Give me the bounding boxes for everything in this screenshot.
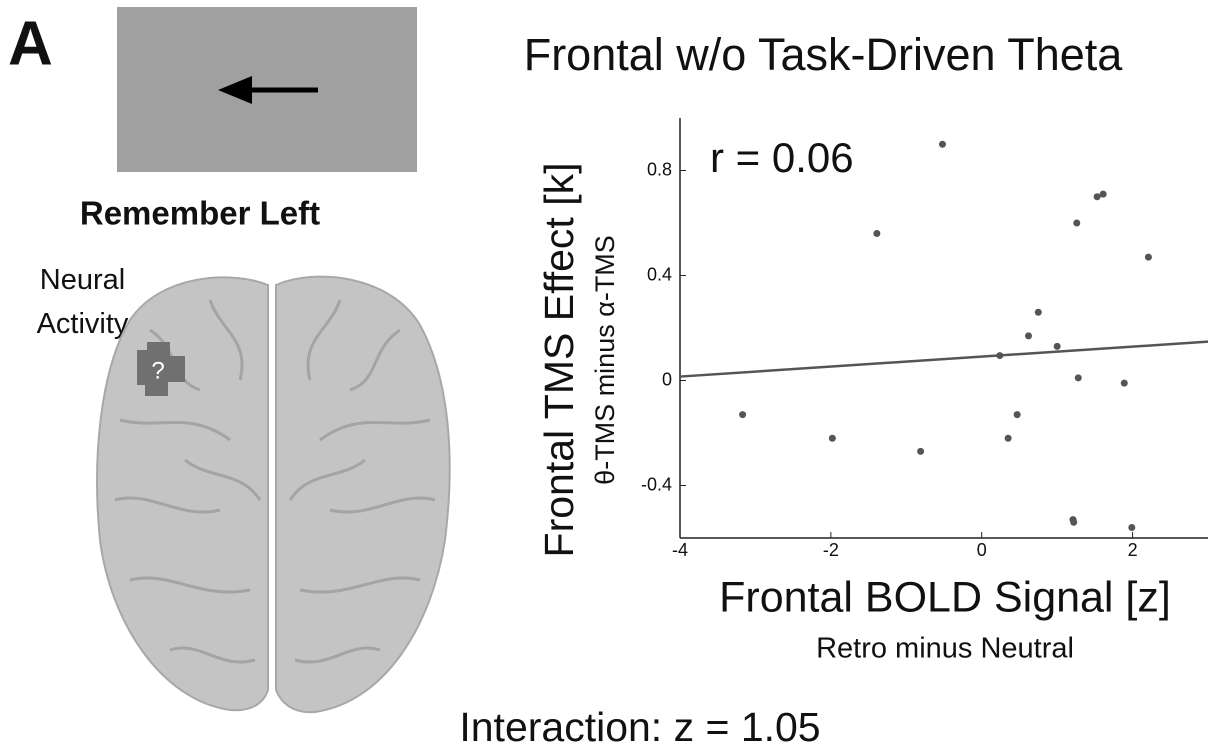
point (1075, 374, 1082, 381)
point (917, 448, 924, 455)
point (739, 411, 746, 418)
x-tick-label: -4 (672, 540, 688, 560)
point (829, 435, 836, 442)
panel-label: A (8, 9, 53, 78)
point (873, 230, 880, 237)
y-axis-sublabel: θ-TMS minus α-TMS (590, 235, 620, 485)
y-tick-label: 0.4 (647, 264, 672, 284)
point (1094, 193, 1101, 200)
y-axis-label: Frontal TMS Effect [k] (536, 163, 582, 558)
point (1005, 435, 1012, 442)
x-tick-label: 0 (977, 540, 987, 560)
brain (97, 277, 450, 713)
x-axis-sublabel: Retro minus Neutral (816, 633, 1074, 665)
roi-mark: ? (151, 357, 164, 384)
point (1014, 411, 1021, 418)
point (939, 141, 946, 148)
point (1128, 524, 1135, 531)
y-tick-label: -0.4 (641, 474, 672, 494)
annotation: r = 0.06 (710, 134, 854, 181)
point (996, 352, 1003, 359)
footer: Interaction: z = 1.05 (459, 704, 820, 750)
point (1145, 254, 1152, 261)
fit-line (680, 342, 1208, 377)
point (1070, 519, 1077, 526)
point (1054, 343, 1061, 350)
x-tick-label: -2 (823, 540, 839, 560)
chart-title: Frontal w/o Task-Driven Theta (524, 29, 1124, 80)
point (1025, 332, 1032, 339)
figure: A Remember Left Neural Activity ? Fronta… (0, 0, 1222, 756)
y-tick-label: 0.8 (647, 159, 672, 179)
x-tick-label: 2 (1128, 540, 1138, 560)
point (1035, 309, 1042, 316)
cue-caption: Remember Left (80, 195, 320, 232)
point (1100, 191, 1107, 198)
point (1121, 380, 1128, 387)
y-tick-label: 0 (662, 369, 672, 389)
point (1073, 220, 1080, 227)
x-axis-label: Frontal BOLD Signal [z] (719, 573, 1171, 621)
